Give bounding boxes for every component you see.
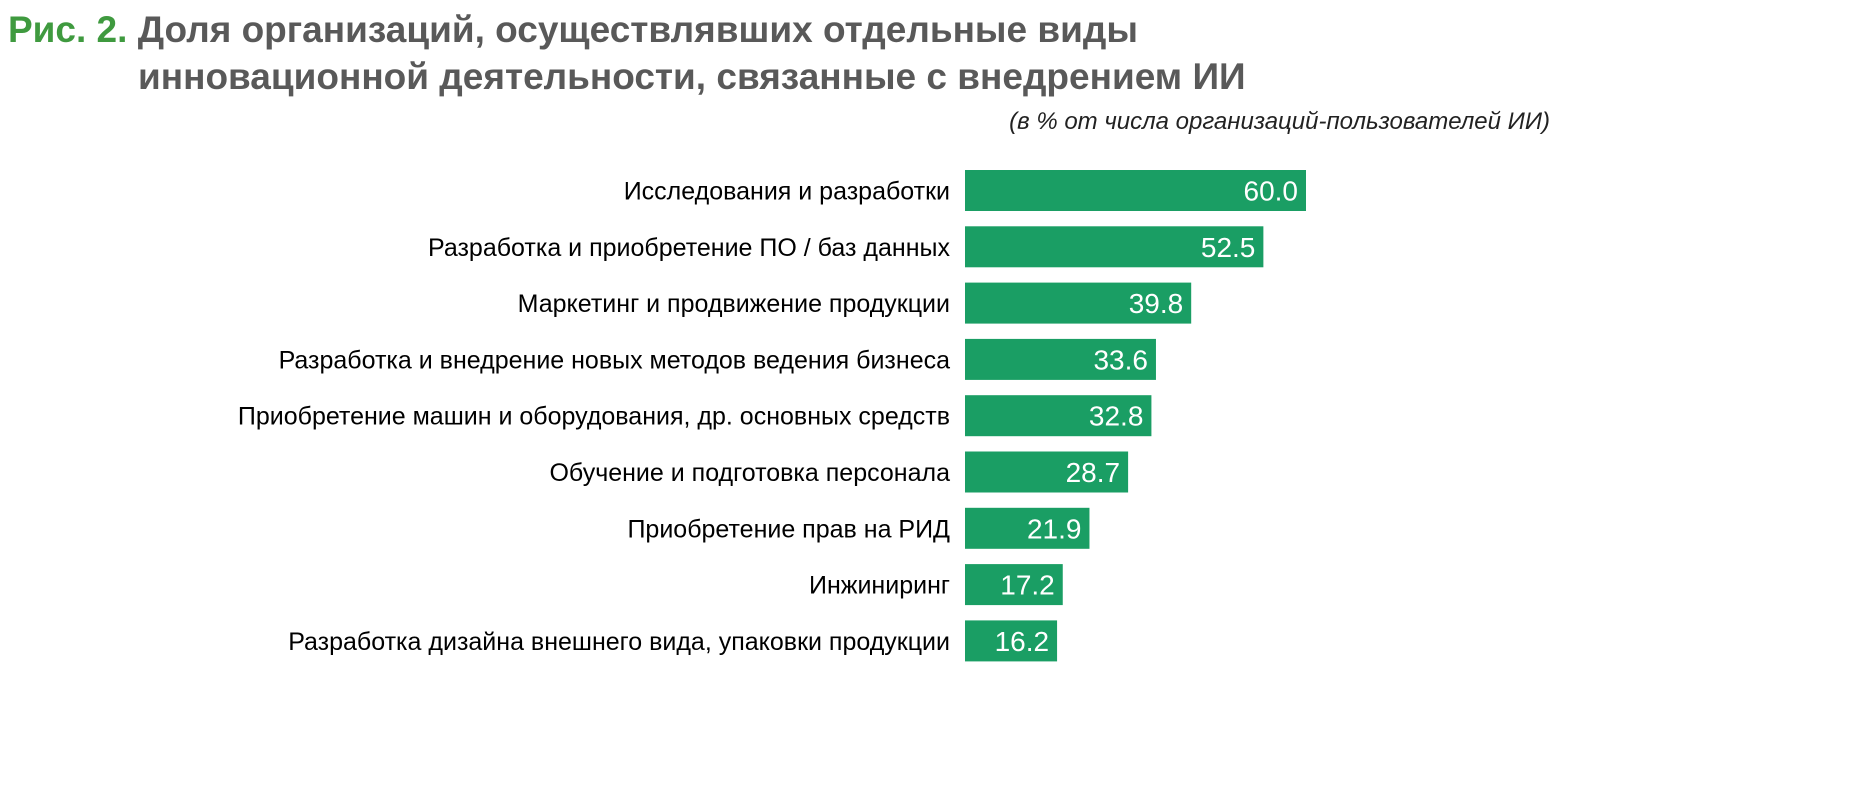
bar — [965, 338, 1156, 380]
value-label: 28.7 — [1066, 457, 1121, 488]
value-label: 32.8 — [1089, 401, 1144, 432]
bar — [965, 507, 1090, 549]
chart-subtitle: (в % от числа организаций-пользователей … — [1009, 108, 1550, 135]
category-label: Обучение и подготовка персонала — [549, 459, 950, 487]
bar — [965, 170, 1306, 211]
bar — [965, 620, 1058, 662]
category-label: Инжиниринг — [809, 572, 950, 600]
bar — [965, 226, 1264, 268]
value-label: 17.2 — [1000, 570, 1055, 601]
category-label: Разработка и внедрение новых методов вед… — [279, 346, 951, 374]
bar — [965, 395, 1152, 437]
bar — [965, 451, 1129, 493]
category-label: Приобретение машин и оборудования, др. о… — [238, 403, 950, 431]
chart-title: Рис. 2. Доля организаций, осуществлявших… — [8, 6, 1246, 100]
value-label: 60.0 — [1244, 176, 1299, 207]
value-label: 16.2 — [995, 626, 1050, 657]
category-label: Разработка дизайна внешнего вида, упаков… — [288, 628, 950, 656]
value-label: 39.8 — [1129, 288, 1184, 319]
bar — [965, 282, 1192, 324]
title-line-2: инновационной деятельности, связанные с … — [138, 56, 1246, 97]
title-line-1: Доля организаций, осуществлявших отдельн… — [137, 9, 1138, 50]
category-label: Маркетинг и продвижение продукции — [518, 290, 950, 318]
value-label: 52.5 — [1201, 232, 1256, 263]
value-label: 33.6 — [1093, 344, 1148, 375]
category-label: Разработка и приобретение ПО / баз данны… — [428, 234, 951, 262]
value-label: 21.9 — [1027, 513, 1082, 544]
category-label: Исследования и разработки — [624, 178, 950, 206]
bar — [965, 564, 1063, 606]
category-label: Приобретение прав на РИД — [627, 515, 950, 543]
figure-number: Рис. 2. — [8, 9, 128, 50]
